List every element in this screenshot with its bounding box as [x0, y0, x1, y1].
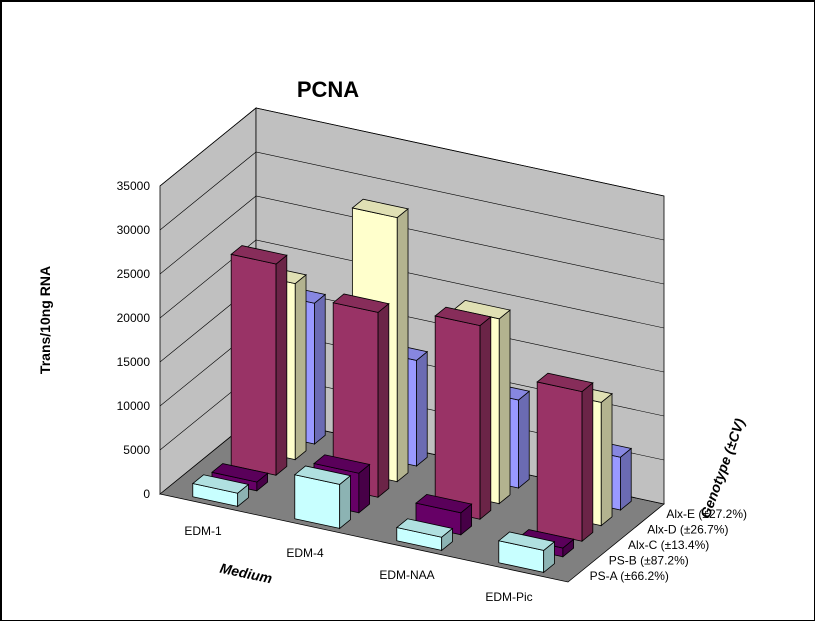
bar-side — [294, 274, 307, 461]
bar-top — [395, 518, 454, 538]
bar-top — [434, 306, 492, 327]
bar-side — [275, 254, 288, 477]
y-tick-label: 20000 — [117, 311, 151, 325]
bar-top — [497, 531, 556, 551]
bar-side — [396, 208, 409, 483]
y-tick-label: 25000 — [117, 267, 151, 281]
bar-top — [211, 463, 269, 483]
bar-top — [351, 198, 409, 219]
x-axis-title: Medium — [219, 560, 274, 587]
bar — [497, 531, 556, 574]
bar-side — [581, 382, 594, 543]
chart-title-box — [283, 72, 373, 106]
gridline — [159, 107, 665, 197]
bar-side — [314, 293, 326, 445]
gridline — [159, 195, 665, 285]
y-tick-label: 0 — [143, 487, 150, 501]
bar-side — [620, 447, 632, 511]
bar — [191, 474, 250, 508]
bar-side — [498, 309, 511, 505]
bar-front — [230, 253, 277, 476]
bar-top — [536, 372, 594, 393]
bar-front — [434, 315, 481, 520]
x-tick-label: EDM-Pic — [485, 590, 532, 604]
y-tick-label: 15000 — [117, 355, 151, 369]
z-tick-label: Alx-E (±27.2%) — [666, 507, 747, 521]
x-tick-label: EDM-1 — [184, 524, 222, 538]
bar — [230, 245, 288, 477]
bar-side — [600, 392, 613, 527]
gridline — [159, 151, 665, 241]
bars — [191, 198, 633, 574]
bar-side — [518, 390, 530, 489]
bar-top — [415, 493, 473, 514]
x-tick-label: EDM-4 — [286, 546, 324, 560]
bar — [395, 518, 454, 552]
y-tick-label: 10000 — [117, 399, 151, 413]
chart-title: PCNA — [297, 77, 359, 102]
bar — [536, 372, 594, 543]
bar-top — [293, 465, 352, 485]
bar-top — [230, 245, 288, 265]
z-tick-label: Alx-C (±13.4%) — [628, 538, 709, 552]
bar-top — [313, 454, 371, 474]
bar — [293, 465, 352, 530]
y-tick-label: 35000 — [117, 179, 151, 193]
gridline — [159, 239, 665, 329]
y-axis-title: Trans/10ng RNA — [37, 266, 53, 374]
bar-top — [191, 474, 250, 494]
z-axis-title: Genotype (±CV) — [697, 416, 748, 520]
labels: 0 5000 10000 15000 20000 25000 30000 35000 EDM-1… — [117, 179, 747, 604]
z-tick-label: PS-B (±87.2%) — [609, 554, 689, 568]
bar-side — [416, 350, 428, 467]
z-tick-label: Alx-D (±26.7%) — [647, 522, 728, 536]
z-tick-label: PS-A (±66.2%) — [590, 569, 669, 583]
bar-front — [536, 381, 583, 542]
bar-side — [377, 302, 390, 499]
x-tick-label: EDM-NAA — [379, 568, 434, 582]
bar — [434, 306, 492, 521]
bar-top — [332, 293, 390, 313]
bar-side — [479, 316, 492, 521]
y-tick-label: 5000 — [123, 443, 150, 457]
y-tick-label: 30000 — [117, 223, 151, 237]
